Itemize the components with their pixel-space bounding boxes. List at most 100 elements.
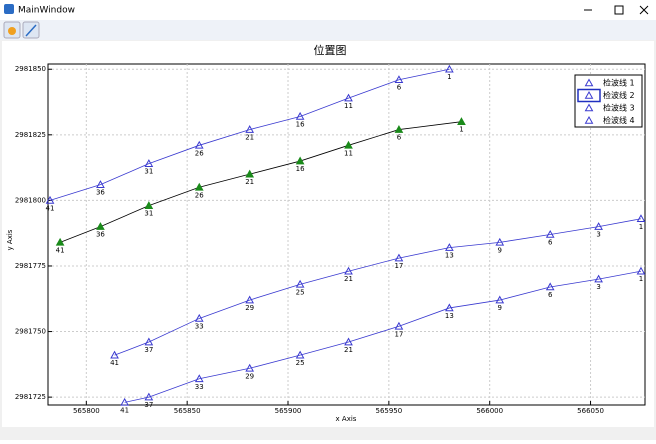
point-marker — [295, 350, 305, 359]
point-label: 26 — [195, 149, 204, 157]
point-label: 6 — [397, 84, 402, 92]
point-label: 21 — [245, 178, 254, 186]
x-tick-label: 565900 — [275, 407, 302, 415]
x-tick-label: 565950 — [375, 407, 402, 415]
point-label: 31 — [144, 168, 153, 176]
point-marker — [194, 374, 204, 383]
point-label: 41 — [46, 204, 55, 212]
point-marker — [457, 117, 466, 126]
legend-label: 检波线 3 — [603, 103, 635, 113]
point-marker — [245, 295, 255, 304]
point-label: 41 — [120, 406, 129, 414]
point-marker — [55, 237, 65, 246]
title-bar — [0, 0, 656, 20]
point-marker — [344, 337, 353, 346]
point-marker — [394, 253, 404, 262]
point-label: 31 — [144, 210, 153, 218]
chart-panel — [2, 41, 654, 427]
x-tick-label: 565850 — [174, 407, 201, 415]
y-tick-label: 2981800 — [15, 196, 46, 204]
point-label: 17 — [394, 330, 403, 338]
point-label: 1 — [459, 126, 463, 134]
point-marker — [110, 350, 119, 359]
hand-icon — [8, 27, 16, 35]
point-marker — [545, 229, 555, 238]
point-label: 6 — [548, 291, 553, 299]
point-marker — [394, 321, 404, 330]
point-label: 29 — [245, 304, 254, 312]
y-tick-label: 2981750 — [15, 328, 46, 336]
point-marker — [594, 274, 603, 283]
app-icon — [4, 4, 14, 14]
point-marker — [144, 159, 154, 167]
point-marker — [194, 182, 204, 191]
point-marker — [245, 125, 255, 133]
point-marker — [45, 195, 55, 204]
point-label: 36 — [96, 189, 105, 197]
close-button[interactable] — [639, 5, 649, 15]
point-marker — [445, 303, 454, 312]
point-label: 16 — [296, 165, 305, 173]
point-label: 29 — [245, 372, 254, 380]
x-axis-label: x Axis — [336, 415, 357, 423]
point-marker — [295, 111, 305, 120]
chart-title: 位置图 — [314, 43, 347, 57]
x-tick-label: 566000 — [476, 407, 503, 415]
toolbar — [0, 20, 656, 40]
point-label: 37 — [144, 346, 153, 354]
point-marker — [344, 266, 353, 275]
point-marker — [144, 201, 154, 209]
point-label: 11 — [344, 149, 353, 157]
point-label: 1 — [447, 73, 451, 81]
point-marker — [545, 282, 555, 291]
point-marker — [495, 237, 505, 246]
point-label: 11 — [344, 102, 353, 110]
point-label: 36 — [96, 231, 105, 239]
legend-label: 检波线 4 — [603, 115, 635, 125]
point-marker — [144, 337, 154, 346]
point-marker — [295, 156, 305, 165]
point-label: 1 — [639, 223, 643, 231]
point-label: 37 — [144, 401, 153, 409]
point-label: 33 — [195, 322, 204, 330]
point-label: 21 — [344, 275, 353, 283]
point-marker — [96, 222, 105, 230]
legend-marker — [584, 115, 594, 124]
point-label: 41 — [56, 246, 65, 254]
point-marker — [495, 295, 505, 304]
point-marker — [295, 279, 305, 288]
legend-marker — [584, 90, 594, 99]
point-marker — [445, 64, 454, 73]
legend-label: 检波线 1 — [603, 78, 635, 88]
point-marker — [245, 169, 255, 178]
point-label: 3 — [596, 231, 600, 239]
maximize-button[interactable] — [614, 5, 624, 15]
x-tick-label: 566050 — [577, 407, 604, 415]
point-marker — [394, 125, 404, 133]
point-marker — [120, 397, 129, 406]
point-label: 3 — [596, 283, 600, 291]
point-label: 21 — [344, 346, 353, 354]
point-marker — [445, 243, 454, 251]
point-label: 13 — [445, 312, 454, 320]
point-marker — [636, 214, 646, 223]
point-label: 26 — [195, 191, 204, 199]
point-label: 6 — [548, 239, 553, 247]
legend-highlight — [577, 88, 601, 103]
legend-marker — [584, 78, 594, 87]
point-label: 33 — [195, 383, 204, 391]
point-marker — [194, 313, 204, 322]
point-label: 41 — [110, 359, 119, 367]
point-label: 9 — [498, 246, 502, 254]
plot-frame — [47, 63, 646, 406]
point-marker — [394, 75, 404, 84]
y-tick-label: 2981850 — [15, 65, 46, 73]
series-line — [114, 218, 642, 356]
point-label: 17 — [394, 262, 403, 270]
y-axis-label: y Axis — [6, 229, 14, 250]
series-line — [124, 270, 642, 403]
y-tick-label: 2981725 — [15, 393, 46, 401]
x-tick-label: 565800 — [73, 407, 100, 415]
point-label: 25 — [296, 359, 305, 367]
point-marker — [144, 392, 154, 401]
